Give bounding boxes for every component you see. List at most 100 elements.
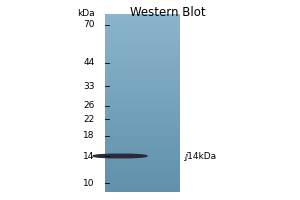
Bar (105, 69, 180, 70)
Bar (105, 16, 180, 17)
Bar (105, 180, 180, 181)
Text: 26: 26 (83, 101, 94, 110)
Bar (105, 120, 180, 121)
Bar (105, 131, 180, 132)
Bar (105, 118, 180, 119)
Bar (105, 132, 180, 133)
Bar (105, 111, 180, 112)
Bar (105, 95, 180, 96)
Bar (105, 156, 180, 157)
Bar (105, 105, 180, 106)
Text: 14: 14 (83, 152, 94, 161)
Bar (105, 110, 180, 111)
Bar (105, 121, 180, 122)
Bar (105, 173, 180, 174)
Bar (105, 21, 180, 22)
Bar (105, 127, 180, 128)
Bar (105, 18, 180, 19)
Bar (105, 57, 180, 58)
Bar (105, 134, 180, 135)
Bar (105, 143, 180, 144)
Bar (105, 51, 180, 52)
Bar (105, 27, 180, 28)
Bar (105, 171, 180, 172)
Text: Western Blot: Western Blot (130, 6, 206, 19)
Bar (105, 36, 180, 37)
Bar (105, 30, 180, 31)
Bar (105, 137, 180, 138)
Bar (105, 41, 180, 42)
Bar (105, 24, 180, 25)
Bar (105, 88, 180, 89)
Bar (105, 184, 180, 185)
Bar (105, 186, 180, 187)
Bar (105, 152, 180, 153)
Bar (105, 119, 180, 120)
Bar (105, 62, 180, 63)
Bar (105, 28, 180, 29)
Bar (105, 60, 180, 61)
Bar (105, 172, 180, 173)
Bar (105, 142, 180, 143)
Bar (105, 104, 180, 105)
Bar (105, 160, 180, 161)
Bar (105, 170, 180, 171)
Bar (105, 26, 180, 27)
Bar (105, 148, 180, 149)
Bar (105, 122, 180, 123)
Text: 22: 22 (83, 115, 94, 124)
Bar (105, 98, 180, 99)
Bar (105, 47, 180, 48)
Bar (105, 65, 180, 66)
Bar (105, 43, 180, 44)
Bar (105, 182, 180, 183)
Bar (105, 66, 180, 67)
Bar (105, 97, 180, 98)
Text: ⅉ14kDa: ⅉ14kDa (184, 152, 217, 161)
Bar (105, 96, 180, 97)
Bar (105, 35, 180, 36)
Bar (105, 102, 180, 103)
Bar (105, 109, 180, 110)
Bar (105, 46, 180, 47)
Text: 70: 70 (83, 20, 94, 29)
Bar (105, 71, 180, 72)
Bar (105, 55, 180, 56)
Bar (105, 17, 180, 18)
Bar (105, 87, 180, 88)
Bar (105, 34, 180, 35)
Bar (105, 188, 180, 189)
Bar (105, 168, 180, 169)
Bar (105, 161, 180, 162)
Bar (105, 53, 180, 54)
Text: kDa: kDa (77, 9, 94, 18)
Bar (105, 165, 180, 166)
Bar (105, 155, 180, 156)
Bar (105, 86, 180, 87)
Bar (105, 92, 180, 93)
Bar (105, 140, 180, 141)
Bar (105, 138, 180, 139)
Bar (105, 68, 180, 69)
Bar (105, 129, 180, 130)
Bar (105, 25, 180, 26)
Bar (105, 149, 180, 150)
Bar (105, 123, 180, 124)
Bar (105, 99, 180, 100)
Bar (105, 48, 180, 49)
Bar (105, 31, 180, 32)
Bar (105, 113, 180, 114)
Bar (105, 59, 180, 60)
Bar (105, 126, 180, 127)
Bar (105, 139, 180, 140)
Bar (105, 29, 180, 30)
Bar (105, 56, 180, 57)
Bar (105, 81, 180, 82)
Bar (105, 79, 180, 80)
Bar (105, 167, 180, 168)
Bar (105, 179, 180, 180)
Bar (105, 103, 180, 104)
Bar (105, 112, 180, 113)
Bar (105, 91, 180, 92)
Bar (105, 44, 180, 45)
